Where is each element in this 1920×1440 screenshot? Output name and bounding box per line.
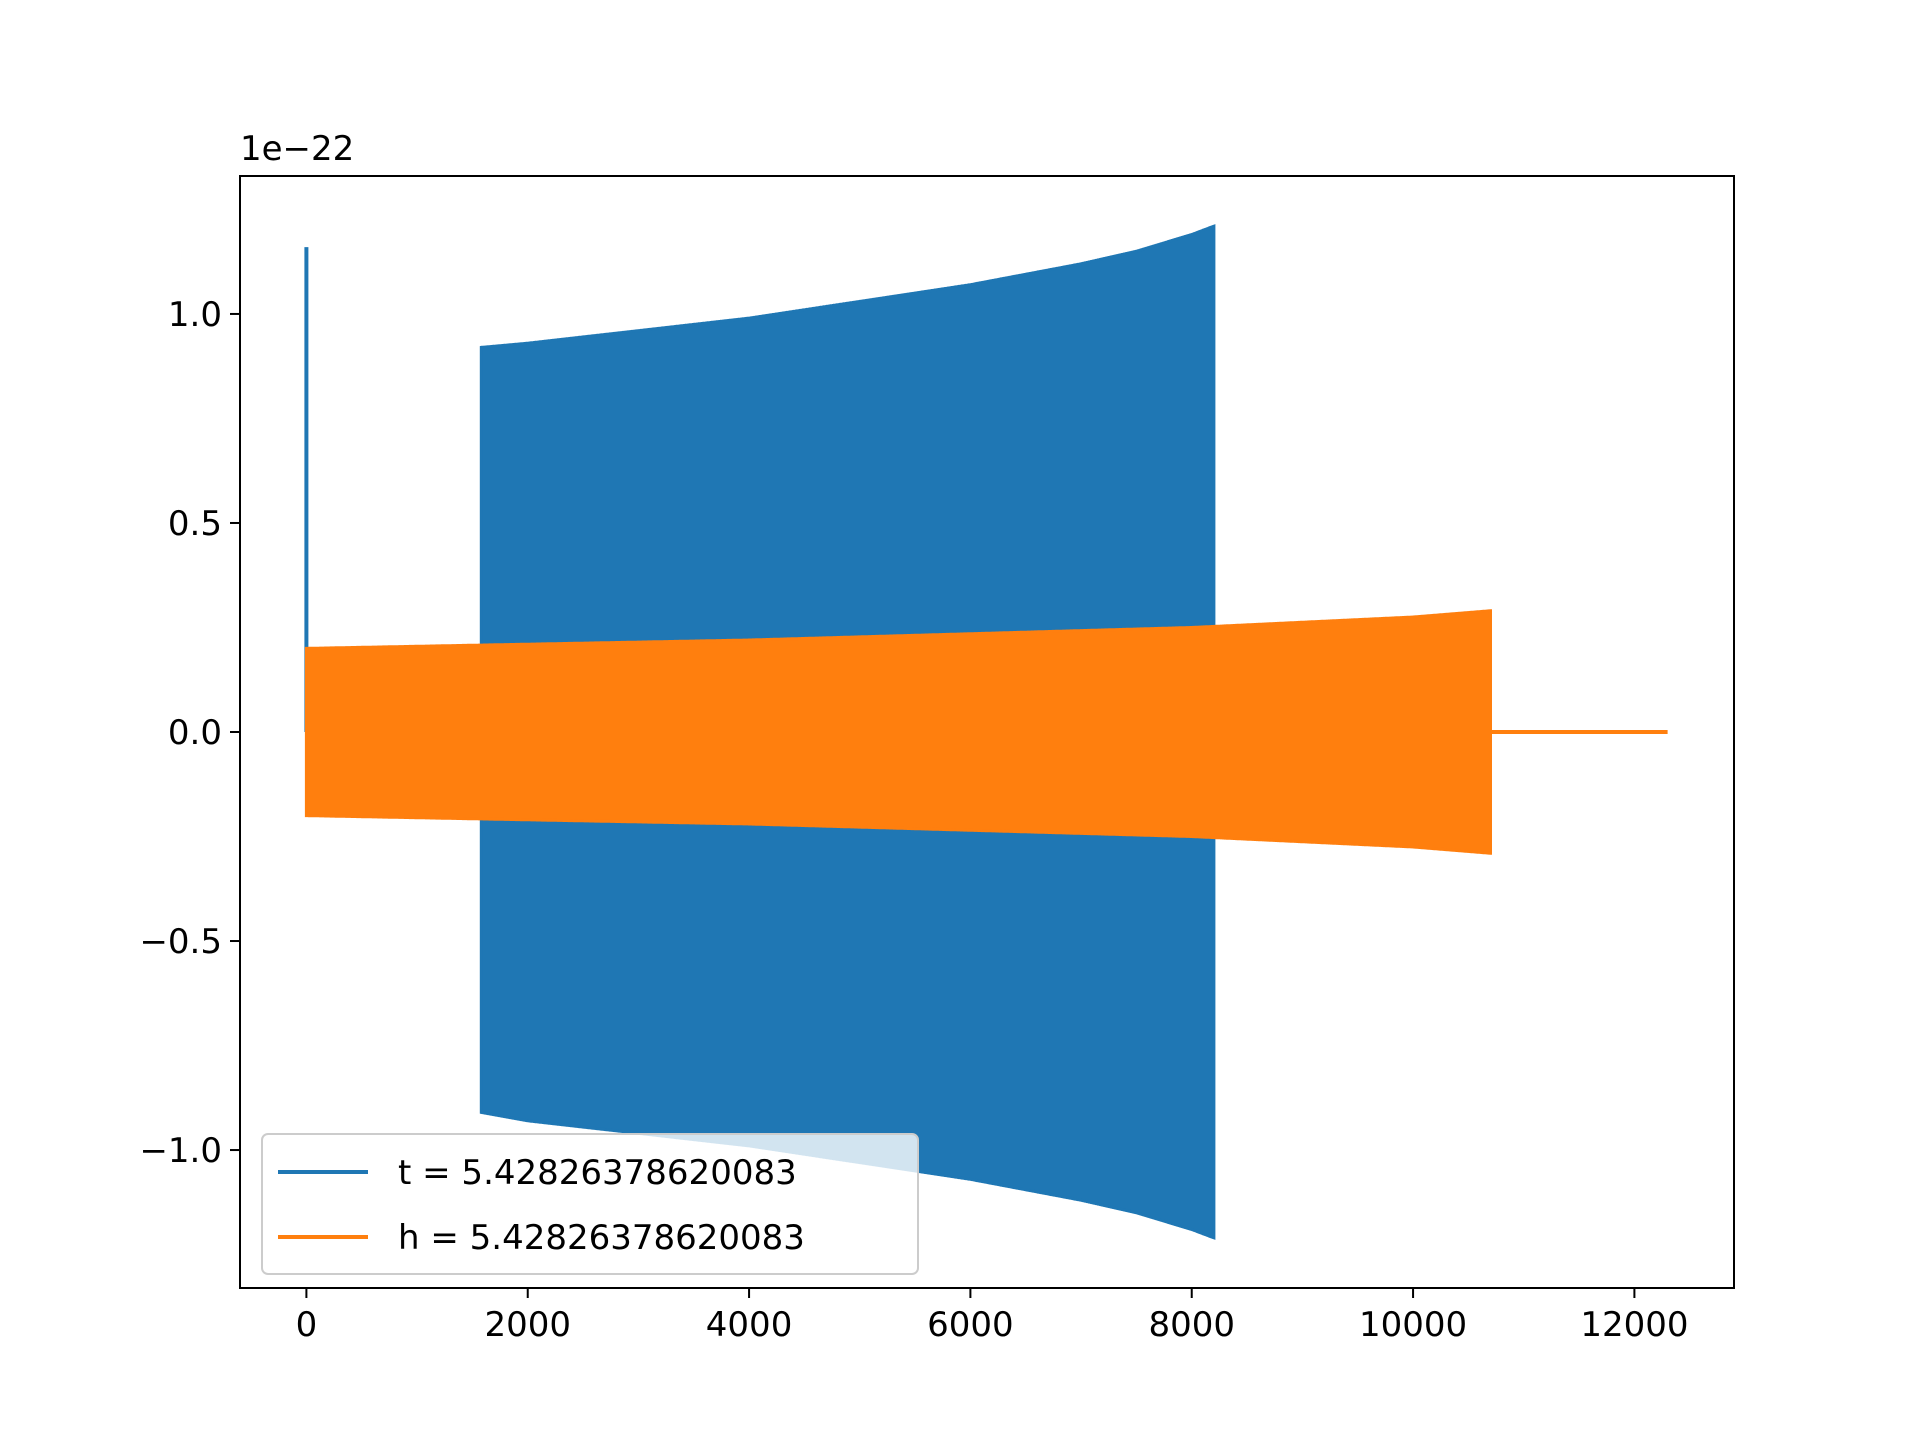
- y-tick-label: 1.0: [168, 295, 222, 335]
- x-tick-label: 6000: [927, 1305, 1014, 1345]
- y-offset-text: 1e−22: [240, 129, 354, 169]
- y-tick-label: 0.0: [168, 713, 222, 753]
- x-tick-label: 12000: [1580, 1305, 1688, 1345]
- y-axis: −1.0 −0.5 0.0 0.5 1.0: [139, 295, 240, 1171]
- series-h-oscillation: [304, 609, 1492, 855]
- x-tick-label: 0: [296, 1305, 318, 1345]
- x-tick-label: 8000: [1148, 1305, 1235, 1345]
- x-tick-label: 4000: [706, 1305, 793, 1345]
- y-tick-label: −1.0: [139, 1131, 222, 1171]
- x-tick-label: 2000: [484, 1305, 571, 1345]
- y-tick-label: 0.5: [168, 504, 222, 544]
- x-tick-label: 10000: [1359, 1305, 1467, 1345]
- legend-label: t = 5.42826378620083: [398, 1153, 797, 1193]
- y-tick-label: −0.5: [139, 922, 222, 962]
- legend-label: h = 5.42826378620083: [398, 1218, 805, 1258]
- legend: t = 5.42826378620083 h = 5.42826378620083: [261, 1133, 919, 1275]
- series-h: [304, 609, 1668, 855]
- legend-box: [261, 1133, 919, 1275]
- plot-area: [304, 224, 1668, 1240]
- x-axis: 0 2000 4000 6000 8000 10000 12000: [296, 1288, 1688, 1345]
